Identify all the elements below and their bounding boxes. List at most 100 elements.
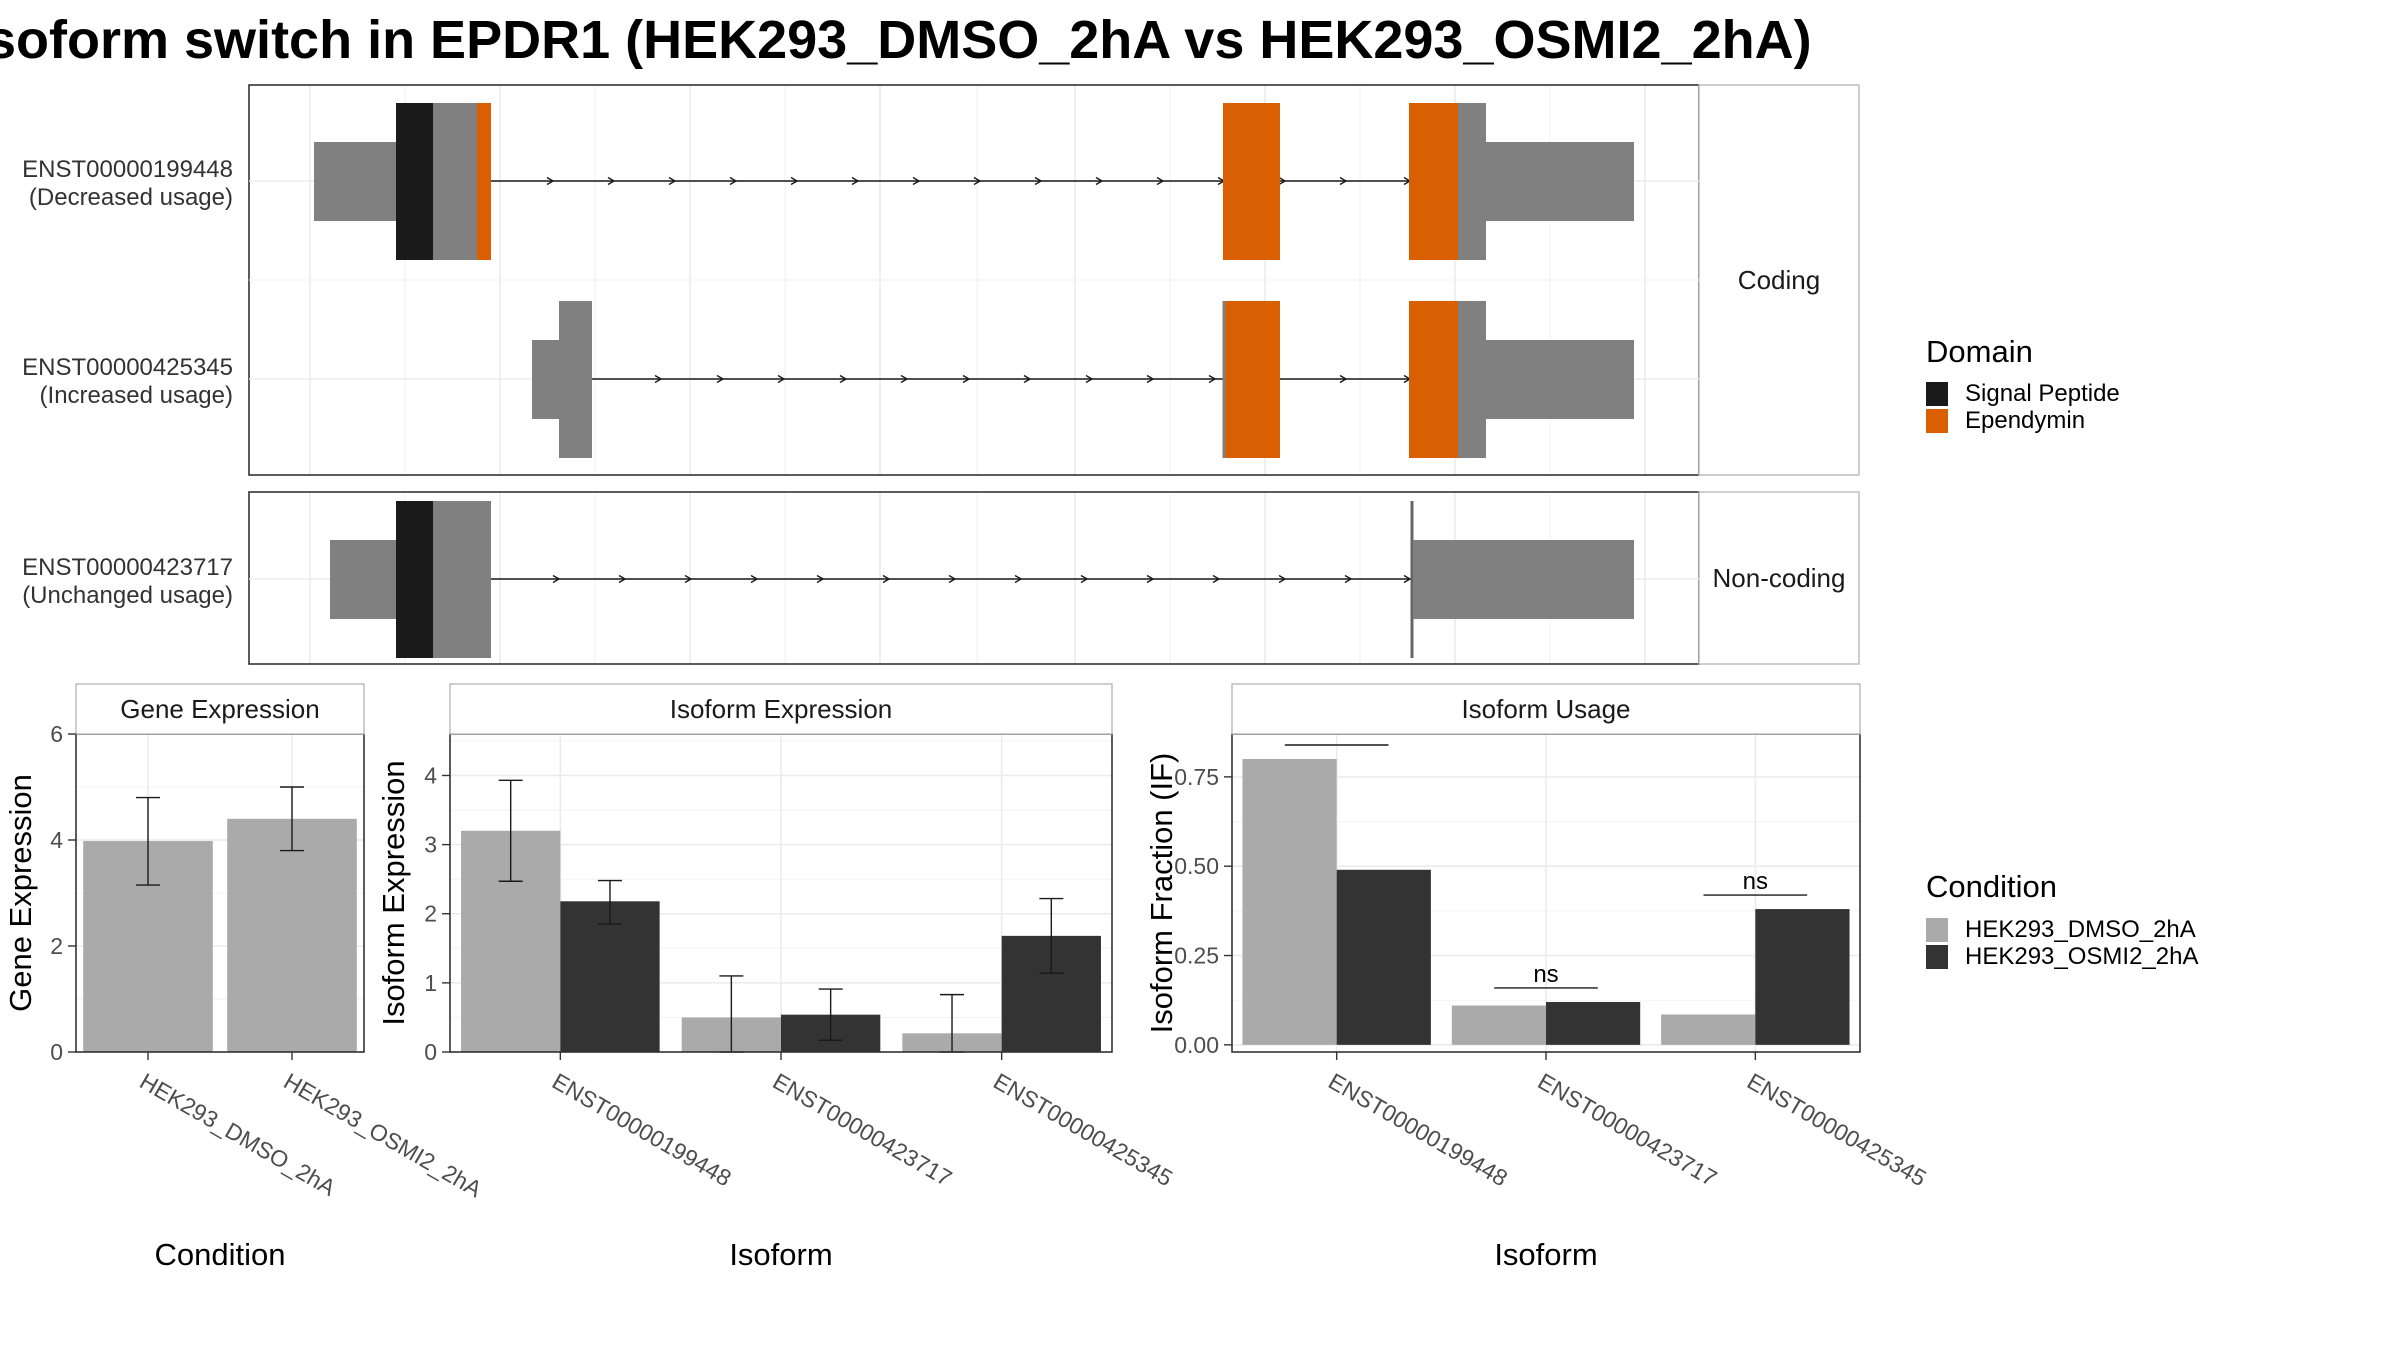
y-tick-label: 6 [50, 721, 63, 747]
transcript-id-label: ENST00000423717 [22, 554, 233, 581]
legend-swatch [1926, 409, 1948, 433]
cds-exon [1458, 103, 1486, 260]
cds-exon [1458, 301, 1486, 458]
intron-direction-arrow [546, 176, 555, 186]
intron-direction-arrow [618, 574, 627, 584]
legend-swatch [1926, 918, 1948, 942]
intron-direction-arrow [816, 574, 825, 584]
legend-swatch [1926, 945, 1948, 969]
bar [1336, 869, 1431, 1045]
utr-exon [1485, 142, 1634, 221]
intron-direction-arrow [607, 176, 616, 186]
intron-direction-arrow [654, 374, 663, 384]
x-axis-title: Isoform [729, 1237, 832, 1272]
utr-exon [314, 142, 397, 221]
facet-strip [1698, 491, 1860, 665]
intron-direction-arrow [668, 176, 677, 186]
y-tick-label: 0.25 [1174, 943, 1219, 969]
y-tick-label: 1 [424, 970, 437, 996]
figure-title: The isoform switch in EPDR1 (HEK293_DMSO… [0, 10, 1812, 70]
intron-direction-arrow [851, 176, 860, 186]
y-axis-title: Isoform Expression [376, 760, 411, 1025]
intron-direction-arrow [912, 176, 921, 186]
transcript-structure-panel: Coding Non-coding ENST00000199448(Decrease… [22, 84, 1860, 665]
intron-direction-arrow [552, 574, 561, 584]
bar [560, 901, 660, 1052]
legend-label: Signal Peptide [1965, 380, 2120, 407]
isoform-expression-panel: Isoform Expression 0 1 2 3 4 ENST00000199448 EN… [376, 683, 1177, 1272]
intron-direction-arrow [1014, 574, 1023, 584]
intron-direction-arrow [1023, 374, 1032, 384]
ependymin-domain [1223, 301, 1280, 458]
ependymin-domain [1409, 103, 1459, 260]
x-tick-label: ENST00000423717 [769, 1068, 957, 1192]
y-axis-title: Isoform Fraction (IF) [1144, 753, 1179, 1034]
intron-direction-arrow [1278, 574, 1287, 584]
x-tick-label: ENST00000199448 [548, 1068, 736, 1192]
bar [1451, 1005, 1546, 1045]
facet-strip [1698, 84, 1860, 476]
intron-direction-arrow [1146, 574, 1155, 584]
intron-direction-arrow [1146, 374, 1155, 384]
intron-direction-arrow [839, 374, 848, 384]
intron-direction-arrow [729, 176, 738, 186]
cds-exon [433, 501, 491, 658]
utr-exon [1413, 540, 1634, 619]
bar [1661, 1014, 1756, 1045]
transcript-usage-label: (Increased usage) [40, 382, 233, 409]
panel-title: Gene Expression [120, 694, 319, 724]
transcript-id-label: ENST00000425345 [22, 354, 233, 381]
y-tick-label: 4 [424, 762, 437, 788]
intron-direction-arrow [790, 176, 799, 186]
cds-exon [559, 301, 592, 458]
intron-direction-arrow [1208, 374, 1217, 384]
panel-title: Isoform Expression [670, 694, 893, 724]
ependymin-domain [1223, 103, 1280, 260]
x-tick-label: ENST00000425345 [1743, 1068, 1931, 1192]
panel-strip [449, 683, 1113, 735]
y-tick-label: 0.50 [1174, 853, 1219, 879]
utr-exon [532, 340, 560, 419]
cds-exon [433, 103, 478, 260]
intron-direction-arrow [684, 574, 693, 584]
intron-direction-arrow [948, 574, 957, 584]
gene-expression-panel: Gene Expression0246HEK293_DMSO_2hAHEK293… [3, 683, 487, 1272]
bar [227, 818, 357, 1052]
condition-legend-title: Condition [1926, 869, 2057, 904]
intron-direction-arrow [1080, 574, 1089, 584]
facet-strip-label: Non-coding [1713, 563, 1846, 593]
intron-direction-arrow [962, 374, 971, 384]
y-tick-label: 0 [50, 1039, 63, 1065]
x-axis-title: Condition [155, 1237, 286, 1272]
panel-strip [1231, 683, 1861, 735]
intron-direction-arrow [1212, 574, 1221, 584]
facet-strip-label: Coding [1738, 265, 1820, 295]
transcript-usage-label: (Decreased usage) [29, 184, 233, 211]
y-tick-label: 3 [424, 832, 437, 858]
intron-direction-arrow [750, 574, 759, 584]
intron-direction-arrow [1034, 176, 1043, 186]
intron-direction-arrow [1403, 574, 1412, 584]
ependymin-domain [1409, 301, 1459, 458]
legend-label: HEK293_OSMI2_2hA [1965, 943, 2198, 970]
panel-strip [75, 683, 365, 735]
signal-peptide-domain [396, 501, 434, 658]
intron-direction-arrow [1344, 574, 1353, 584]
y-tick-label: 0 [424, 1039, 437, 1065]
intron-direction-arrow [1156, 176, 1165, 186]
significance-label: ns [1533, 961, 1558, 988]
bar [1546, 1001, 1641, 1045]
panel-title: Isoform Usage [1461, 694, 1630, 724]
y-tick-label: 0.00 [1174, 1032, 1219, 1058]
y-tick-label: 2 [50, 933, 63, 959]
x-tick-label: ENST00000425345 [989, 1068, 1177, 1192]
y-tick-label: 2 [424, 901, 437, 927]
intron-direction-arrow [1095, 176, 1104, 186]
bar [1242, 759, 1337, 1045]
x-tick-label: ENST00000199448 [1324, 1068, 1512, 1192]
intron-direction-arrow [1278, 176, 1287, 186]
ependymin-domain [477, 103, 491, 260]
